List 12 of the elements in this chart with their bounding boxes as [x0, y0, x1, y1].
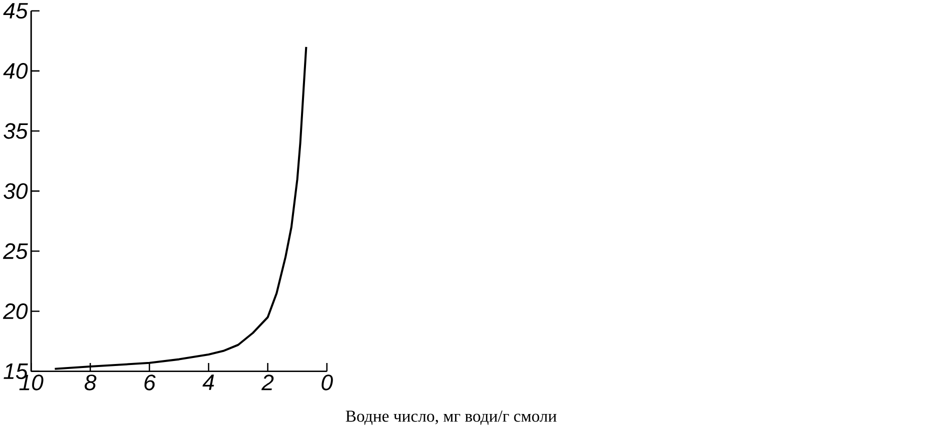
- y-tick-label: 40: [3, 62, 28, 79]
- y-tick-label: 25: [2, 243, 28, 259]
- x-tick-label: 6: [144, 374, 156, 390]
- y-tick-label: 45: [3, 2, 28, 18]
- y-tick-label: 35: [4, 122, 28, 139]
- x-tick-label: 2: [261, 374, 274, 390]
- x-tick-label: 4: [202, 374, 214, 390]
- x-tick-label: 8: [84, 374, 96, 390]
- y-tick-label: 20: [2, 303, 28, 319]
- x-axis-title: Водне число, мг води/г смоли: [346, 410, 556, 425]
- x-tick-label: 0: [322, 374, 333, 390]
- y-tick-label: 30: [4, 183, 28, 199]
